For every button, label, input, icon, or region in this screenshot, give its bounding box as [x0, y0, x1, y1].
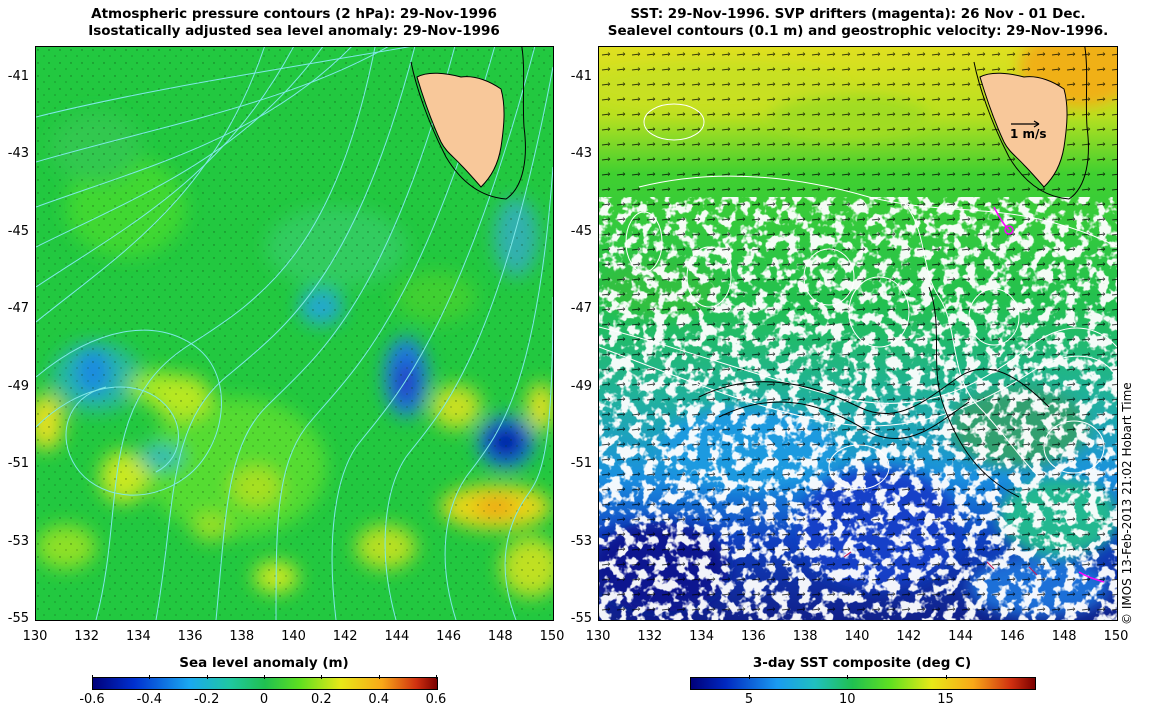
left-colorbar-tick: 0.2 — [310, 692, 332, 707]
left-colorbar-tick: -0.6 — [79, 692, 105, 707]
left-lon-tick: 142 — [332, 629, 358, 644]
sealevel-contours — [599, 103, 1117, 490]
left-title-line1: Atmospheric pressure contours (2 hPa): 2… — [91, 6, 497, 22]
left-lat-tick: -47 — [7, 301, 29, 317]
left-lon-tick: 132 — [74, 629, 100, 644]
right-colorbar-tick-mark — [847, 675, 849, 679]
left-colorbar-tick-mark — [378, 675, 380, 679]
continental-shelf-contour — [410, 47, 526, 200]
left-colorbar-tick-mark — [206, 675, 208, 679]
right-lat-tick: -45 — [570, 223, 592, 239]
velocity-scale-arrow — [1011, 120, 1040, 128]
left-lon-tick: 136 — [177, 629, 203, 644]
left-lat-tick: -51 — [7, 456, 29, 472]
right-lon-tick: 142 — [896, 629, 922, 644]
right-lon-tick: 130 — [585, 629, 611, 644]
left-lat-tick: -45 — [7, 223, 29, 239]
right-lon-tick: 146 — [999, 629, 1025, 644]
right-colorbar-tick-mark — [748, 675, 750, 679]
left-colorbar-tick: -0.4 — [136, 692, 163, 707]
right-lat-tick: -55 — [570, 611, 592, 626]
right-lon-tick: 148 — [1051, 629, 1077, 644]
right-lon-tick: 140 — [844, 629, 870, 644]
svp-drifter-path — [993, 206, 1010, 231]
left-lon-tick: 130 — [22, 629, 48, 644]
right-title-line1: SST: 29-Nov-1996. SVP drifters (magenta)… — [630, 6, 1086, 22]
left-colorbar-tick: 0.6 — [425, 692, 447, 707]
left-colorbar-tick: 0.4 — [368, 692, 389, 707]
left-colorbar-tick: -0.2 — [193, 692, 220, 707]
left-lat-tick: -55 — [7, 611, 29, 626]
sst-map — [598, 46, 1118, 621]
right-colorbar-tick: 15 — [937, 692, 954, 707]
svp-drifter-tracks — [843, 551, 1038, 576]
pressure-contours — [36, 47, 553, 620]
right-lat-tick: -53 — [570, 533, 592, 549]
left-lat-tick: -41 — [7, 68, 29, 84]
velocity-streamlines — [698, 286, 1050, 498]
left-lon-tick: 150 — [539, 629, 565, 644]
left-lon-tick: 138 — [229, 629, 255, 644]
left-lon-tick: 140 — [281, 629, 306, 644]
right-lon-tick: 132 — [637, 629, 663, 644]
left-colorbar-title: Sea level anomaly (m) — [179, 655, 349, 671]
right-map-title: SST: 29-Nov-1996. SVP drifters (magenta)… — [598, 6, 1118, 40]
right-colorbar-tick: 5 — [744, 692, 754, 707]
right-lat-tick: -43 — [570, 146, 592, 162]
sst-colorbar — [690, 677, 1036, 690]
left-colorbar-tick: 0 — [259, 692, 269, 707]
left-colorbar-tick-mark — [436, 675, 437, 679]
right-lon-tick: 136 — [740, 629, 766, 644]
right-lon-tick: 138 — [792, 629, 818, 644]
left-colorbar-tick-mark — [92, 675, 93, 679]
right-colorbar-tick: 10 — [838, 692, 856, 707]
right-lat-tick: -41 — [570, 68, 592, 84]
left-lon-tick: 148 — [487, 629, 513, 644]
right-lon-tick: 144 — [948, 629, 973, 644]
svp-drifter-path-south — [1078, 571, 1105, 583]
sea-level-anomaly-plot — [36, 47, 553, 620]
left-colorbar-tick-mark — [264, 675, 265, 679]
right-lon-tick: 134 — [689, 629, 714, 644]
right-title-line2: Sealevel contours (0.1 m) and geostrophi… — [607, 23, 1109, 39]
left-lat-tick: -43 — [7, 146, 29, 162]
continental-shelf-contour-sst — [973, 47, 1089, 200]
right-lon-tick: 150 — [1103, 629, 1129, 644]
left-map-title: Atmospheric pressure contours (2 hPa): 2… — [35, 6, 553, 40]
left-lon-tick: 144 — [384, 629, 410, 644]
left-lat-tick: -49 — [7, 378, 29, 394]
sea-level-anomaly-map — [35, 46, 554, 621]
left-title-line2: Isostatically adjusted sea level anomaly… — [88, 23, 500, 39]
right-lat-tick: -49 — [570, 378, 592, 394]
right-lat-tick: -47 — [570, 301, 592, 317]
right-colorbar-tick-mark — [945, 675, 947, 679]
tasmania-landmass — [416, 72, 505, 188]
left-colorbar-tick-mark — [149, 675, 151, 679]
velocity-scale-label: 1 m/s — [1010, 127, 1047, 141]
left-lon-tick: 134 — [125, 629, 151, 644]
left-colorbar-tick-mark — [321, 675, 323, 679]
right-colorbar-title: 3-day SST composite (deg C) — [752, 655, 972, 671]
sst-plot — [599, 47, 1117, 620]
left-lon-tick: 146 — [436, 629, 461, 644]
left-lat-tick: -53 — [7, 533, 29, 549]
tasmania-landmass-sst — [979, 72, 1068, 188]
svp-drifter-track — [1004, 225, 1014, 235]
right-lat-tick: -51 — [570, 456, 592, 472]
copyright-note: © IMOS 13-Feb-2013 21:02 Hobart Time — [1120, 382, 1134, 625]
sea-level-anomaly-colorbar — [92, 677, 438, 690]
